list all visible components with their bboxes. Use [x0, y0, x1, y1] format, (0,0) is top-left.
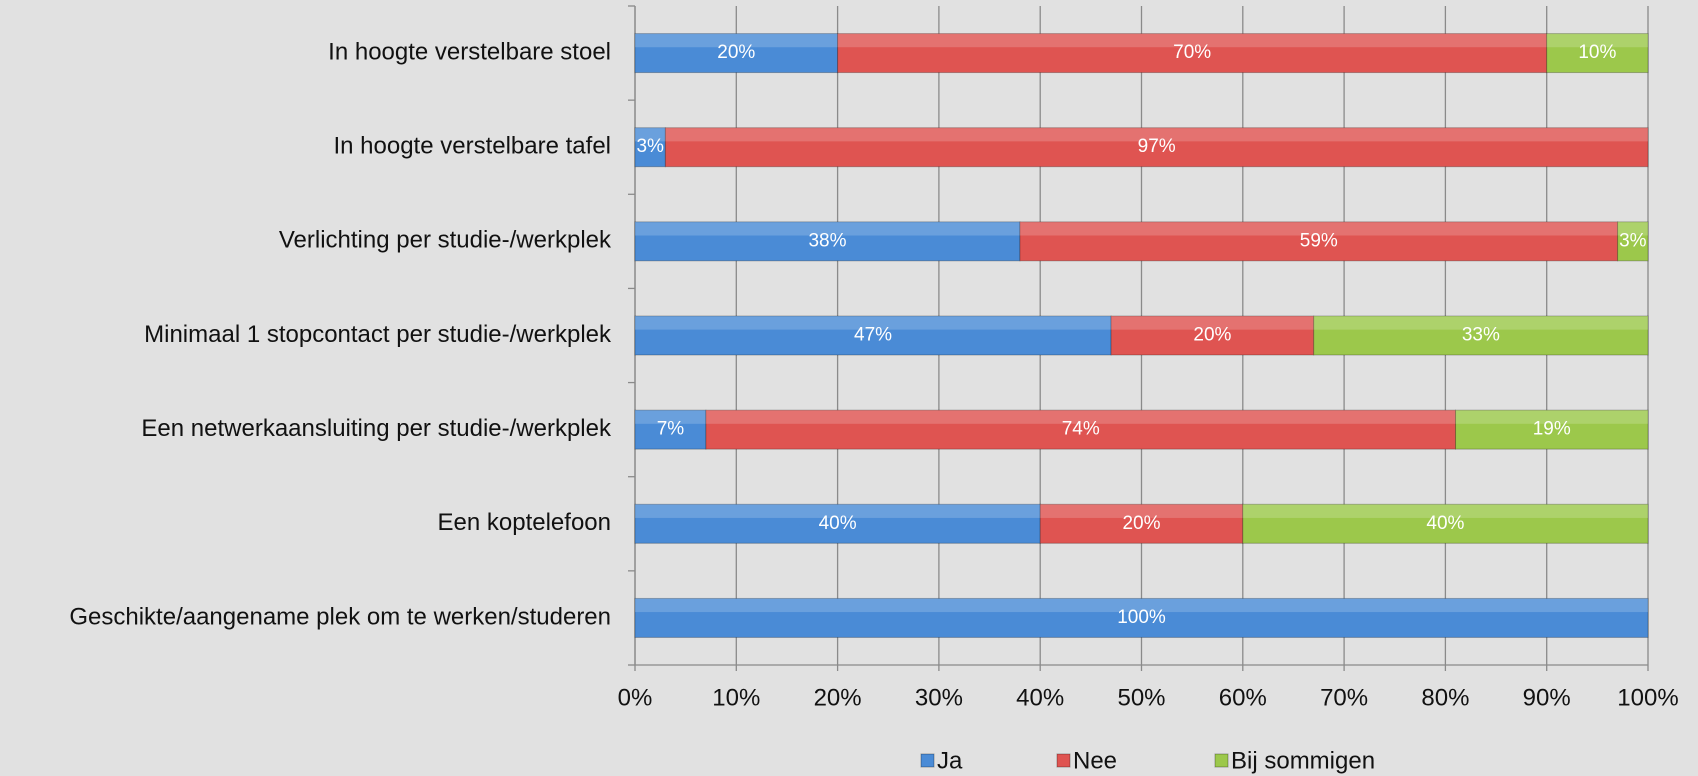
x-tick-label: 60% [1219, 684, 1267, 711]
legend-label: Ja [937, 747, 963, 774]
legend-label: Nee [1073, 747, 1117, 774]
data-label: 59% [1300, 230, 1338, 251]
bar-segment [634, 221, 1021, 262]
x-tick-label: 100% [1617, 684, 1678, 711]
data-label: 3% [636, 136, 664, 157]
bar-highlight [1040, 504, 1243, 518]
bar-highlight [1455, 410, 1648, 424]
data-label: 74% [1062, 419, 1100, 440]
bar-segment [1455, 409, 1649, 450]
data-label: 19% [1533, 419, 1571, 440]
bar-highlight [1242, 504, 1648, 518]
bar-highlight [1313, 316, 1648, 330]
data-label: 10% [1578, 42, 1616, 63]
data-label: 20% [1122, 513, 1160, 534]
category-label: In hoogte verstelbare tafel [333, 133, 611, 160]
category-label: Geschikte/aangename plek om te werken/st… [69, 603, 611, 630]
bar-highlight [1617, 221, 1648, 236]
x-tick-label: 80% [1421, 684, 1469, 711]
x-tick-label: 30% [915, 684, 963, 711]
data-label: 33% [1462, 325, 1500, 346]
category-label: In hoogte verstelbare stoel [328, 38, 611, 65]
bar-highlight [635, 598, 1648, 613]
bar-highlight [635, 33, 838, 48]
legend-label: Bij sommigen [1231, 747, 1375, 774]
bar-segment [634, 597, 1649, 638]
data-label: 97% [1138, 136, 1176, 157]
bar-segment [837, 33, 1548, 74]
bar-segment [1019, 221, 1619, 262]
data-label: 70% [1173, 42, 1211, 63]
bar-segment [1110, 315, 1315, 356]
bar-highlight [665, 127, 1648, 142]
bar-segment [1617, 221, 1649, 262]
data-label: 47% [854, 325, 892, 346]
bar-segment [1313, 315, 1649, 356]
category-label: Een netwerkaansluiting per studie-/werkp… [141, 415, 612, 442]
data-label: 40% [819, 513, 857, 534]
x-tick-label: 90% [1523, 684, 1571, 711]
bar-segment [705, 409, 1457, 450]
category-label: Minimaal 1 stopcontact per studie-/werkp… [144, 321, 612, 348]
data-label: 100% [1117, 607, 1166, 628]
bar-highlight [1019, 221, 1618, 236]
bar-highlight [635, 127, 666, 142]
x-tick-label: 40% [1016, 684, 1064, 711]
data-label: 20% [717, 42, 755, 63]
bar-segment [1039, 503, 1244, 544]
bar-highlight [635, 410, 706, 424]
data-label: 38% [808, 230, 846, 251]
x-tick-label: 70% [1320, 684, 1368, 711]
bar-highlight [635, 504, 1041, 518]
bar-segment [634, 409, 707, 450]
data-label: 7% [657, 419, 685, 440]
data-label: 40% [1426, 513, 1464, 534]
bar-highlight [635, 316, 1112, 330]
bar-highlight [1111, 316, 1314, 330]
x-tick-label: 10% [712, 684, 760, 711]
bar-highlight [635, 221, 1020, 236]
legend-swatch [920, 753, 935, 768]
bar-highlight [1546, 33, 1648, 48]
bar-segment [1546, 33, 1649, 74]
x-tick-label: 50% [1117, 684, 1165, 711]
legend-swatch [1056, 753, 1071, 768]
data-label: 3% [1619, 230, 1647, 251]
bar-segment [664, 127, 1649, 168]
category-label: Een koptelefoon [438, 509, 611, 536]
legend-swatch [1214, 753, 1229, 768]
bar-highlight [837, 33, 1547, 48]
x-tick-label: 20% [814, 684, 862, 711]
bar-segment [1242, 503, 1649, 544]
bar-highlight [705, 410, 1456, 424]
x-tick-label: 0% [618, 684, 653, 711]
category-label: Verlichting per studie-/werkplek [279, 227, 612, 254]
bar-segment [634, 33, 839, 74]
data-label: 20% [1193, 325, 1231, 346]
